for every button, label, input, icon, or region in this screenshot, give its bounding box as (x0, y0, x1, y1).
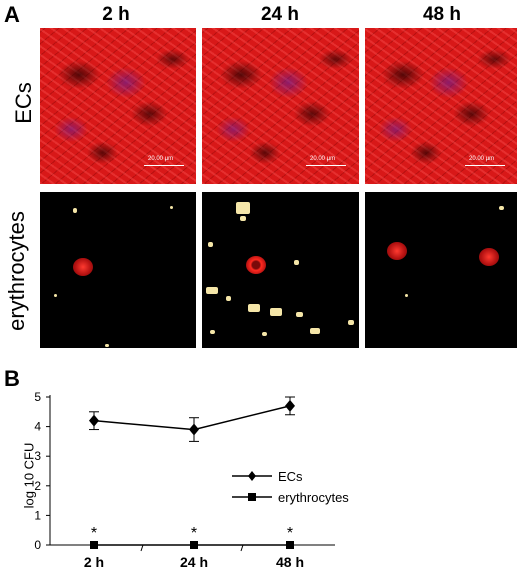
significance-asterisk: * (287, 525, 293, 542)
bacteria-speck (170, 206, 173, 209)
bacteria-speck (105, 344, 109, 347)
x-tick-label: 24 h (180, 554, 208, 569)
micrograph-ecs-2h: 20.00 µm (40, 28, 196, 184)
row-label-ecs: ECs (11, 82, 36, 124)
scale-bar-label: 20.00 µm (148, 156, 174, 162)
bacteria-speck (236, 202, 250, 214)
y-tick-label: 0 (34, 538, 41, 552)
legend-marker-ECs (248, 471, 256, 481)
data-point-ECs (89, 414, 99, 427)
erythrocyte-cell (246, 256, 266, 274)
bacteria-speck (210, 330, 215, 334)
bacteria-speck (240, 216, 246, 221)
data-point-erythrocytes (90, 541, 98, 549)
data-point-ECs (285, 399, 295, 412)
legend-label-ECs: ECs (278, 469, 303, 484)
micrograph-erythrocytes-24h (202, 192, 359, 348)
significance-asterisk: * (91, 525, 97, 542)
panel-b-letter: B (4, 366, 20, 391)
erythrocyte-cell (73, 258, 93, 276)
bacteria-speck (73, 208, 77, 213)
y-axis-label: log 10 CFU (21, 442, 37, 509)
erythrocyte-cell (479, 248, 499, 266)
column-header-48h: 48 h (422, 4, 462, 25)
bacteria-speck (270, 308, 282, 316)
legend-marker-erythrocytes (248, 493, 256, 501)
panel-a-letter: A (4, 2, 20, 27)
x-tick (240, 544, 244, 552)
y-tick-label: 2 (34, 479, 41, 493)
column-header-2h: 2 h (102, 4, 130, 25)
significance-asterisk: * (191, 525, 197, 542)
legend-label-erythrocytes: erythrocytes (278, 490, 349, 505)
bacteria-speck (296, 312, 303, 317)
y-tick-label: 1 (34, 508, 41, 522)
bacteria-speck (208, 242, 213, 247)
line-chart: 0 1 2 3 4 5 2 h 24 h 48 h * * * ECs erythrocytes (34, 390, 349, 569)
x-tick-label: 2 h (84, 554, 104, 569)
micrograph-erythrocytes-48h (365, 192, 517, 348)
micrograph-ecs-24h: 20.00 µm (202, 28, 359, 184)
bacteria-speck (226, 296, 231, 301)
x-tick (140, 544, 144, 552)
erythrocyte-cell (387, 242, 407, 260)
data-point-erythrocytes (190, 541, 198, 549)
bacteria-speck (348, 320, 354, 325)
x-tick-label: 48 h (276, 554, 304, 569)
y-tick-label: 5 (34, 390, 41, 404)
bacteria-speck (499, 206, 504, 210)
column-header-24h: 24 h (260, 4, 300, 25)
bacteria-speck (54, 294, 57, 297)
bacteria-speck (294, 260, 299, 265)
bacteria-speck (405, 294, 408, 297)
scale-bar-label: 20.00 µm (469, 156, 495, 162)
micrograph-ecs-48h: 20.00 µm (365, 28, 517, 184)
y-tick-label: 3 (34, 449, 41, 463)
scale-bar-label: 20.00 µm (310, 156, 336, 162)
y-tick-label: 4 (34, 420, 41, 434)
bacteria-speck (248, 304, 260, 312)
row-label-erythrocytes: erythrocytes (4, 211, 29, 331)
bacteria-speck (262, 332, 267, 336)
data-point-ECs (189, 423, 199, 436)
micrograph-erythrocytes-2h (40, 192, 196, 348)
bacteria-speck (206, 287, 218, 294)
bacteria-speck (310, 328, 320, 334)
data-point-erythrocytes (286, 541, 294, 549)
